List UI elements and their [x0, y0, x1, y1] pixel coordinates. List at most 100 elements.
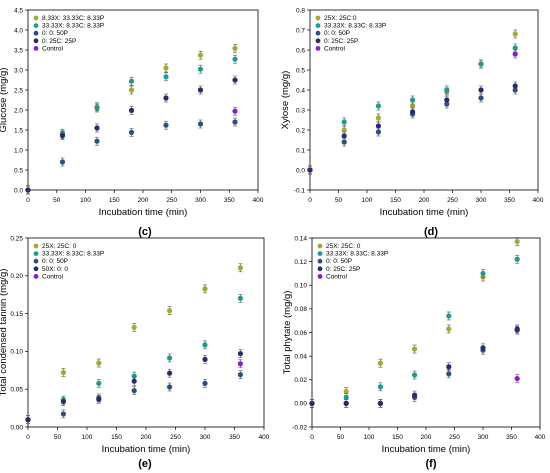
y-axis-label: Total condensed tannin (mg/g)	[0, 269, 9, 397]
data-point-series-1	[446, 326, 452, 332]
x-tick-label: 0	[26, 197, 30, 204]
data-point-series-4	[131, 378, 137, 384]
legend-entry: 8.33X: 33.33C: 8.33P	[42, 15, 104, 22]
data-point-series-2	[444, 87, 450, 93]
x-tick-label: 150	[392, 434, 403, 441]
y-tick-label: 2.0	[14, 107, 23, 114]
data-point-series-4	[94, 125, 100, 131]
x-tick-label: 100	[364, 434, 375, 441]
y-tick-label: 0.3	[296, 107, 305, 114]
data-point-series-3	[94, 138, 100, 144]
x-tick-label: 50	[337, 434, 345, 441]
legend-marker	[33, 23, 39, 28]
data-point-series-3	[197, 121, 204, 127]
legend-marker	[317, 243, 323, 249]
y-axis-label: Glucose (mg/g)	[0, 68, 9, 133]
data-point-series-3	[375, 129, 381, 135]
data-point-series-4	[60, 398, 66, 405]
data-point-series-3	[237, 372, 243, 378]
data-point-series-1	[514, 238, 520, 245]
data-point-series-4	[410, 109, 416, 115]
legend-marker	[315, 46, 321, 51]
data-point-series-4	[59, 133, 66, 139]
data-point-series-2	[163, 74, 169, 80]
y-tick-label: 1.0	[14, 147, 23, 154]
data-point-series-5	[237, 361, 243, 367]
y-tick-label: 0.6	[296, 47, 305, 54]
y-tick-label: 0.14	[294, 235, 307, 242]
chart-panel-4: 0 50 100 150 200 250 300 350 400 -0.02 0.00 0.02 0.0…	[282, 235, 546, 470]
data-point-series-2	[343, 394, 349, 401]
x-tick-label: 0	[26, 434, 30, 441]
x-tick-label: 50	[54, 434, 62, 441]
y-tick-label: 4.5	[14, 7, 23, 14]
legend-entry: 50X: 0: 0	[42, 266, 68, 273]
chart-panel-1: 0 50 100 150 200 250 300 350 400 0.0 0.5 1.0 1.5 2.0 2…	[0, 7, 264, 238]
legend-marker	[33, 266, 39, 272]
data-point-series-2	[341, 119, 347, 125]
legend-marker	[315, 38, 321, 44]
y-tick-label: 0.10	[294, 283, 307, 290]
data-point-series-4	[343, 400, 349, 406]
x-tick-label: 0	[308, 197, 312, 204]
data-point-series-4	[377, 400, 383, 406]
y-tick-label: -0.02	[292, 424, 307, 431]
data-point-series-4	[232, 77, 238, 83]
y-tick-label: 0.1	[296, 147, 305, 154]
x-tick-label: 250	[166, 197, 177, 204]
data-point-series-2	[167, 355, 173, 361]
legend-entry: 0: 0: 50P	[324, 30, 350, 37]
y-tick-label: -0.1	[294, 187, 306, 194]
y-tick-label: 4.0	[14, 27, 23, 34]
x-tick-label: 400	[533, 197, 544, 204]
legend-entry: 0: 0: 50P	[42, 258, 68, 265]
legend-marker	[33, 243, 39, 249]
y-tick-label: 0.20	[10, 273, 23, 280]
data-point-series-4	[237, 350, 243, 357]
y-tick-label: 0.08	[294, 306, 307, 313]
data-point-series-3	[202, 380, 208, 386]
data-point-series-4	[163, 95, 169, 101]
x-tick-label: 150	[390, 197, 401, 204]
x-tick-label: 300	[478, 434, 489, 441]
data-point-series-1	[377, 360, 383, 366]
data-point-series-4	[480, 345, 486, 351]
data-point-series-1	[197, 52, 204, 58]
data-point-series-4	[309, 400, 315, 406]
data-point-series-2	[237, 295, 243, 301]
y-tick-label: 2.5	[14, 87, 23, 94]
data-point-series-3	[60, 411, 66, 417]
legend-marker	[317, 258, 323, 264]
data-point-series-4	[412, 392, 418, 398]
data-point-series-3	[167, 384, 173, 390]
data-point-series-3	[446, 371, 452, 377]
data-point-series-3	[163, 122, 169, 128]
x-tick-label: 50	[53, 197, 61, 204]
data-point-series-2	[512, 45, 518, 51]
x-tick-label: 200	[419, 197, 430, 204]
x-tick-label: 400	[259, 434, 270, 441]
data-point-series-1	[96, 360, 102, 366]
data-point-series-2	[96, 380, 102, 386]
data-point-series-5	[512, 51, 518, 57]
y-tick-label: 0.05	[10, 387, 23, 394]
x-tick-label: 350	[224, 197, 235, 204]
data-point-series-4	[514, 326, 520, 332]
y-tick-label: 0.5	[296, 67, 305, 74]
legend-marker	[33, 258, 39, 264]
y-tick-label: 0.25	[10, 235, 23, 242]
data-point-series-2	[202, 342, 208, 348]
legend-marker	[317, 251, 323, 256]
panel-label: (e)	[138, 458, 152, 470]
x-tick-label: 350	[229, 434, 240, 441]
y-tick-label: 0.4	[296, 87, 305, 94]
data-point-series-2	[128, 78, 135, 84]
chart-panel-2: 0 50 100 150 200 250 300 350 400 -0.1 0.0 0.1 0.2 0.3…	[280, 7, 544, 238]
x-axis-label: Incubation time (min)	[382, 444, 471, 455]
data-point-series-2	[412, 372, 418, 378]
data-point-series-5	[514, 375, 520, 382]
legend-marker	[33, 46, 39, 51]
x-tick-label: 200	[138, 197, 149, 204]
data-point-series-4	[341, 133, 347, 139]
data-point-series-2	[480, 270, 486, 277]
